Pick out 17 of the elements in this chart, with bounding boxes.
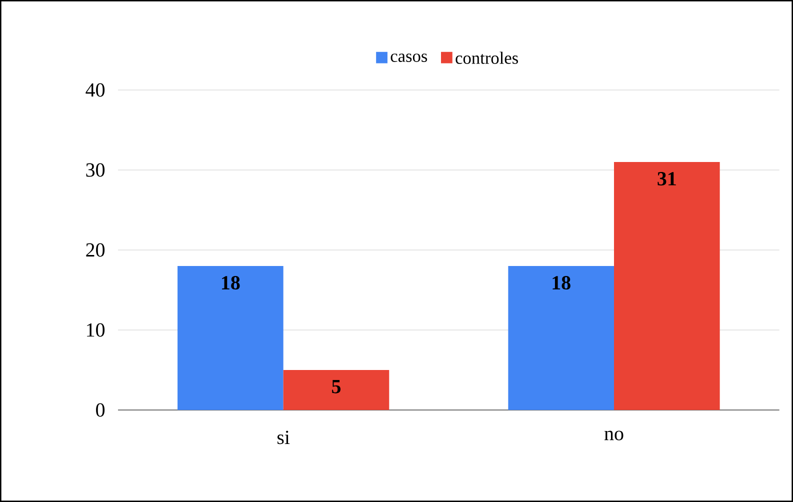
y-tick-label: 10: [87, 323, 105, 337]
bar: [283, 370, 390, 410]
bar: [508, 266, 614, 410]
data-label: 31: [658, 172, 676, 186]
data-label: 18: [552, 276, 570, 290]
bar: [614, 162, 720, 410]
legend-label: controles: [456, 52, 518, 64]
y-tick-label: 40: [86, 83, 105, 97]
y-tick-label: 20: [86, 243, 105, 257]
data-label: 5: [332, 380, 341, 394]
y-tick-label: 0: [96, 403, 105, 417]
y-tick-label: 30: [86, 163, 105, 177]
data-label: 18: [222, 276, 240, 290]
bar: [178, 266, 284, 410]
x-tick-label: si: [277, 430, 290, 444]
legend-label: casos: [390, 54, 428, 62]
x-tick-label: no: [604, 430, 624, 440]
